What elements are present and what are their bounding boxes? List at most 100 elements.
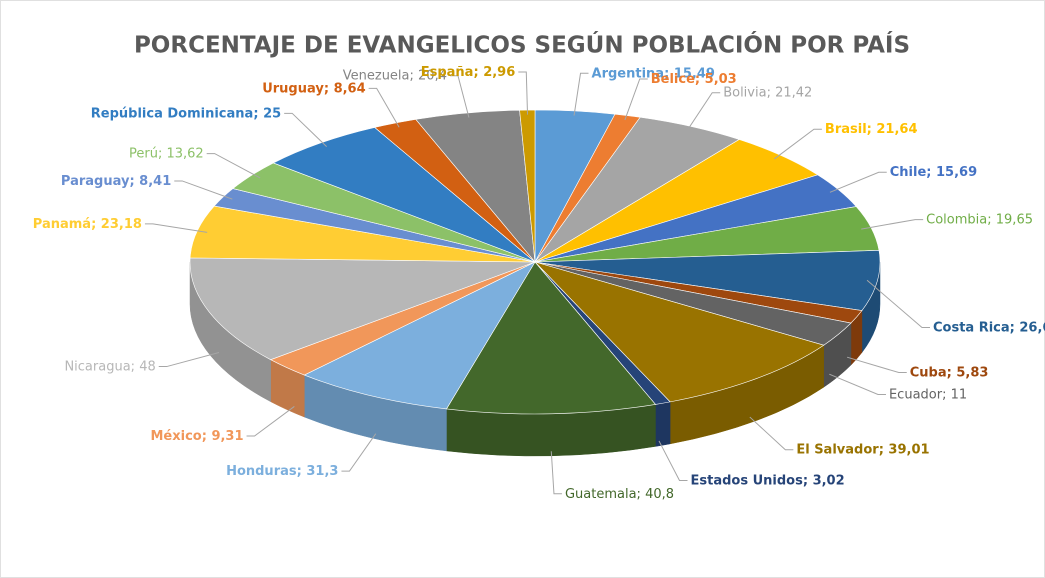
label-separator: ; (158, 146, 167, 161)
leader-line (246, 406, 295, 437)
label-separator: ; (131, 359, 140, 374)
data-label: Nicaragua; 48 (64, 359, 155, 374)
category-name: Bolivia (723, 85, 766, 100)
value-label: 8,64 (334, 81, 366, 96)
label-separator: ; (664, 66, 674, 81)
category-name: Colombia (926, 212, 987, 227)
data-label: Uruguay; 8,64 (262, 81, 365, 96)
value-label: 5,83 (956, 365, 988, 380)
leader-line (158, 352, 220, 368)
category-name: Nicaragua (64, 359, 130, 374)
label-separator: ; (947, 365, 957, 380)
data-label: Ecuador; 11 (889, 387, 967, 402)
data-label: Costa Rica; 26,6 (933, 320, 1045, 335)
label-separator: ; (695, 71, 705, 86)
label-separator: ; (297, 464, 307, 479)
label-separator: ; (926, 165, 936, 180)
data-label: Belice; 5,03 (651, 71, 737, 86)
category-name: Chile (890, 165, 927, 180)
slice (189, 257, 536, 361)
data-label: República Dominicana; 25 (91, 106, 281, 121)
value-label: 20,4 (418, 68, 447, 83)
category-name: Panamá (33, 216, 91, 231)
value-label: 15,69 (936, 165, 977, 180)
chart-title: PORCENTAJE DE EVANGELICOS SEGÚN POBLACIÓ… (134, 31, 910, 59)
leader-line (686, 92, 721, 131)
leader-line (550, 451, 562, 495)
slice (445, 261, 657, 415)
slice (534, 261, 825, 403)
leader-line (174, 180, 233, 200)
data-label: Cuba; 5,83 (910, 365, 989, 380)
value-label: 40,8 (645, 486, 674, 501)
label-separator: ; (473, 65, 483, 80)
value-label: 23,18 (101, 216, 142, 231)
leader-line (573, 72, 589, 116)
slice (272, 127, 536, 263)
category-name: Guatemala (565, 486, 637, 501)
label-separator: ; (91, 216, 101, 231)
leader-line (449, 75, 470, 118)
data-label: Paraguay; 8,41 (61, 173, 171, 188)
label-separator: ; (129, 173, 139, 188)
value-label: 25 (263, 106, 281, 121)
data-label: Estados Unidos; 3,02 (690, 473, 844, 488)
data-label: Honduras; 31,3 (226, 464, 338, 479)
slice-side (655, 401, 671, 447)
leader-line (846, 356, 907, 374)
category-name: Ecuador (889, 387, 943, 402)
slice (303, 261, 536, 410)
leader-line (284, 112, 327, 147)
value-label: 26,6 (1019, 320, 1045, 335)
category-name: Costa Rica (933, 320, 1010, 335)
label-separator: ; (1010, 320, 1020, 335)
value-label: 21,42 (775, 85, 812, 100)
category-name: El Salvador (796, 442, 879, 457)
category-name: Perú (129, 146, 158, 161)
data-label: Venezuela; 20,4 (343, 68, 447, 83)
leader-line (774, 128, 822, 160)
leader-line (206, 153, 261, 179)
value-label: 8,41 (139, 173, 171, 188)
category-name: Argentina (592, 66, 665, 81)
value-label: 48 (139, 359, 156, 374)
data-label: Colombia; 19,65 (926, 212, 1033, 227)
data-label: Guatemala; 40,8 (565, 486, 674, 501)
category-name: Belice (651, 71, 695, 86)
leader-line (866, 279, 930, 329)
category-name: Estados Unidos (690, 473, 803, 488)
leader-line (861, 219, 924, 230)
category-name: Cuba (910, 365, 947, 380)
value-label: 11 (951, 387, 968, 402)
data-label: Chile; 15,69 (890, 165, 977, 180)
label-separator: ; (867, 122, 877, 137)
label-separator: ; (942, 387, 951, 402)
category-name: Uruguay (262, 81, 324, 96)
data-label: Panamá; 23,18 (33, 216, 142, 231)
value-label: 21,64 (876, 122, 917, 137)
label-separator: ; (324, 81, 334, 96)
value-label: 5,03 (705, 71, 737, 86)
label-separator: ; (637, 486, 646, 501)
value-label: 39,01 (888, 442, 929, 457)
leader-line (518, 71, 529, 115)
category-name: Venezuela (343, 68, 410, 83)
leader-line (658, 440, 688, 481)
category-name: Honduras (226, 464, 297, 479)
value-label: 15,49 (674, 66, 715, 81)
slice (534, 250, 881, 311)
category-name: Brasil (825, 122, 867, 137)
value-label: 2,96 (483, 65, 515, 80)
data-label: México; 9,31 (150, 429, 243, 444)
label-separator: ; (987, 212, 996, 227)
data-label: El Salvador; 39,01 (796, 442, 929, 457)
leader-line (829, 171, 887, 193)
leader-line (341, 433, 377, 472)
data-label: Perú; 13,62 (129, 146, 204, 161)
value-label: 9,31 (211, 429, 243, 444)
leader-line (624, 78, 648, 121)
label-separator: ; (202, 429, 212, 444)
data-label: Bolivia; 21,42 (723, 85, 812, 100)
leader-line (749, 416, 794, 451)
data-label: Brasil; 21,64 (825, 122, 918, 137)
